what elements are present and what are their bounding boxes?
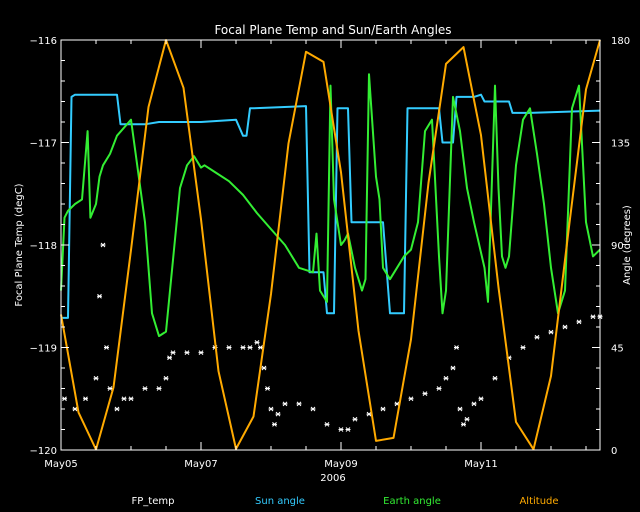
chart-title: Focal Plane Temp and Sun/Earth Angles	[214, 23, 451, 37]
fp-temp-point	[121, 396, 127, 402]
fp-temp-point	[170, 350, 176, 355]
fp-temp-point	[265, 386, 270, 391]
y-axis-left-label: Focal Plane Temp (degC)	[14, 183, 25, 306]
y-right-tick-label: 90	[611, 241, 624, 252]
fp-temp-point	[268, 406, 274, 412]
fp-temp-point	[562, 324, 568, 330]
legend-item-earth-angle: Earth angle	[383, 496, 441, 507]
fp-temp-point	[240, 345, 246, 350]
y-left-tick-label: −119	[30, 344, 57, 355]
fp-temp-point	[282, 401, 288, 407]
fp-temp-point	[83, 396, 88, 402]
fp-temp-point	[142, 386, 148, 391]
fp-temp-point	[272, 422, 277, 427]
fp-temp-point	[520, 345, 526, 350]
fp-temp-point	[128, 396, 134, 402]
fp-temp-point	[261, 365, 267, 371]
fp-temp-point	[436, 386, 442, 391]
x-tick-label: May11	[464, 459, 497, 470]
x-axis-label: 2006	[320, 473, 345, 484]
fp-temp-point	[163, 375, 169, 381]
fp-temp-point	[114, 406, 120, 412]
fp-temp-point	[156, 386, 162, 391]
fp-temp-point	[97, 293, 102, 299]
y-axis-right-ticks: 180 135 90 45 0	[592, 36, 630, 457]
y-axis-left-ticks: −116 −117 −118 −119 −120	[30, 36, 69, 457]
fp-temp-point	[184, 350, 190, 355]
fp-temp-point	[534, 334, 540, 340]
x-tick-label: May09	[324, 459, 357, 470]
fp-temp-point	[471, 401, 477, 407]
series-line-altitude	[60, 39, 601, 451]
fp-temp-point	[198, 350, 204, 355]
fp-temp-point	[461, 422, 466, 427]
series-line-earth-angle	[60, 73, 601, 338]
fp-temp-point	[408, 396, 414, 402]
fp-temp-point	[258, 345, 263, 350]
x-axis-ticks: May05 May07 May09 May11	[44, 40, 587, 470]
legend-item-altitude: Altitude	[519, 496, 558, 507]
fp-temp-point	[104, 345, 109, 350]
fp-temp-point	[226, 345, 232, 350]
fp-temp-point	[352, 416, 358, 422]
fp-temp-point	[380, 406, 386, 412]
y-left-tick-label: −120	[30, 446, 57, 457]
y-right-tick-label: 180	[611, 36, 630, 47]
fp-temp-point	[464, 416, 470, 422]
legend-item-fp-temp: FP_temp	[132, 496, 175, 507]
fp-temp-point	[366, 411, 372, 417]
fp-temp-point	[548, 329, 554, 335]
x-tick-label: May05	[44, 459, 77, 470]
fp-temp-point	[345, 427, 351, 432]
fp-temp-point	[492, 375, 498, 381]
x-tick-label: May07	[184, 459, 217, 470]
fp-temp-point	[275, 411, 281, 417]
fp-temp-point	[107, 386, 113, 391]
fp-temp-point	[72, 406, 78, 412]
fp-temp-point	[324, 422, 330, 427]
fp-temp-point	[454, 345, 459, 350]
y-left-tick-label: −117	[30, 139, 57, 150]
fp-temp-point	[247, 345, 253, 350]
series-fp-temp	[62, 242, 603, 432]
fp-temp-point	[310, 406, 316, 412]
y-left-tick-label: −118	[30, 241, 57, 252]
legend: FP_temp Sun angle Earth angle Altitude	[132, 496, 559, 507]
plot-area	[60, 39, 603, 451]
legend-item-sun-angle: Sun angle	[255, 496, 305, 507]
fp-temp-point	[296, 401, 302, 407]
fp-temp-point	[422, 391, 428, 396]
fp-temp-point	[576, 319, 582, 325]
y-left-tick-label: −116	[30, 36, 57, 47]
fp-temp-point	[338, 427, 344, 432]
y-right-tick-label: 45	[611, 344, 624, 355]
fp-temp-point	[100, 242, 106, 248]
fp-temp-point	[93, 375, 99, 381]
y-right-tick-label: 0	[611, 446, 617, 457]
y-right-tick-label: 135	[611, 139, 630, 150]
fp-temp-point	[478, 396, 484, 402]
fp-temp-point	[590, 314, 596, 320]
fp-temp-point	[254, 340, 260, 345]
y-axis-right-label: Angle (degrees)	[622, 205, 633, 285]
fp-temp-point	[167, 355, 172, 361]
fp-temp-point	[443, 375, 449, 381]
fp-temp-point	[457, 406, 463, 412]
fp-temp-point	[62, 396, 67, 402]
fp-temp-point	[450, 365, 456, 371]
